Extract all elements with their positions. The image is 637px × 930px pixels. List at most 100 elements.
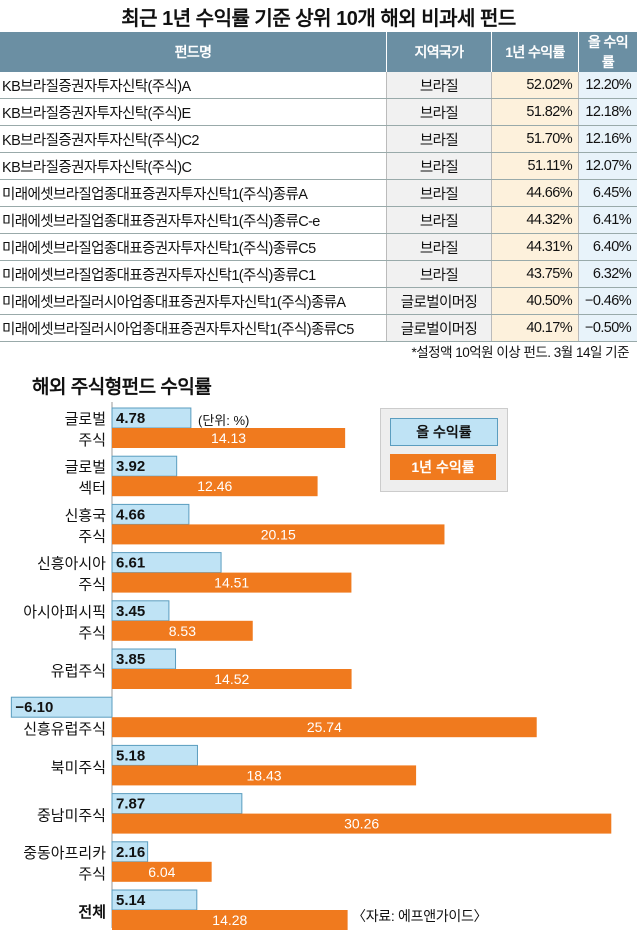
region-cell: 브라질 xyxy=(386,206,492,234)
1y-value-label: 20.15 xyxy=(261,526,296,542)
table-row: 미래에셋브라질업종대표증권자투자신탁1(주식)종류A 브라질 44.66% 6.45% xyxy=(0,179,637,207)
table-row: 미래에셋브라질업종대표증권자투자신탁1(주식)종류C-e 브라질 44.32% 6.4… xyxy=(0,206,637,234)
ytd-return-cell: 6.45% xyxy=(578,179,637,207)
fund-name-cell: KB브라질증권자투자신탁(주식)C xyxy=(0,152,387,180)
ytd-return-cell: 6.40% xyxy=(578,233,637,261)
ytd-bar xyxy=(111,552,222,574)
1y-bar xyxy=(112,476,318,497)
1y-return-cell: 51.82% xyxy=(491,98,579,126)
1y-return-cell: 40.50% xyxy=(491,287,579,315)
ytd-value-label: 7.87 xyxy=(116,796,145,813)
fund-name-cell: 미래에셋브라질러시아업종대표증권자투자신탁1(주식)종류A xyxy=(0,287,387,315)
ytd-value-label: 3.85 xyxy=(116,651,145,668)
category-label: 글로벌 xyxy=(65,459,106,476)
table-row: KB브라질증권자투자신탁(주식)E 브라질 51.82% 12.18% xyxy=(0,98,637,126)
1y-bar xyxy=(112,813,612,834)
table-row: 미래에셋브라질러시아업종대표증권자투자신탁1(주식)종류A 글로벌이머징 40.50… xyxy=(0,287,637,315)
unit-label: (단위: %) xyxy=(198,413,250,428)
1y-value-label: 12.46 xyxy=(197,478,232,494)
ytd-value-label: 5.14 xyxy=(116,892,146,909)
1y-value-label: 18.43 xyxy=(247,767,282,783)
region-cell: 브라질 xyxy=(386,125,492,153)
header-1y-return: 1년 수익률 xyxy=(491,32,579,72)
1y-value-label: 8.53 xyxy=(169,623,196,639)
ytd-value-label: 6.61 xyxy=(116,555,145,572)
category-label: 중동아프리카 xyxy=(23,845,106,862)
1y-value-label: 25.74 xyxy=(307,719,342,735)
bar-chart: 글로벌주식4.7814.13글로벌섹터3.9212.46신흥국주식4.6620.… xyxy=(10,402,612,930)
category-label: 신흥국 xyxy=(65,506,107,524)
region-cell: 브라질 xyxy=(386,233,492,261)
ytd-return-cell: 12.07% xyxy=(578,152,637,180)
1y-bar xyxy=(112,524,445,545)
ytd-return-cell: 6.32% xyxy=(578,260,637,288)
1y-return-cell: 44.32% xyxy=(491,206,579,234)
category-label: 주식 xyxy=(78,432,106,449)
1y-bar xyxy=(112,572,352,593)
ytd-bar xyxy=(10,696,113,718)
ytd-return-cell: 12.16% xyxy=(578,125,637,153)
table-header-row: 펀드명 지역국가 1년 수익률 올 수익률 xyxy=(0,32,637,72)
category-label: 북미주식 xyxy=(51,759,106,776)
source-label: 〈자료: 에프앤가이드〉 xyxy=(352,908,488,924)
category-label: 주식 xyxy=(78,577,106,594)
ytd-value-label: 5.18 xyxy=(116,747,145,764)
legend-item-ytd: 올 수익률 xyxy=(390,418,498,446)
chart-title: 해외 주식형펀드 수익률 xyxy=(32,377,212,398)
table-row: 미래에셋브라질업종대표증권자투자신탁1(주식)종류C1 브라질 43.75% 6.32… xyxy=(0,260,637,288)
category-label: 신흥아시아 xyxy=(37,555,106,573)
region-cell: 브라질 xyxy=(386,260,492,288)
fund-name-cell: KB브라질증권자투자신탁(주식)C2 xyxy=(0,125,387,153)
1y-value-label: 14.28 xyxy=(212,912,247,928)
1y-return-cell: 43.75% xyxy=(491,260,579,288)
1y-return-cell: 52.02% xyxy=(491,72,579,99)
ytd-return-cell: 12.20% xyxy=(578,72,637,99)
table-row: KB브라질증권자투자신탁(주식)C 브라질 51.11% 12.07% xyxy=(0,152,637,180)
region-cell: 브라질 xyxy=(386,72,492,99)
fund-name-cell: KB브라질증권자투자신탁(주식)E xyxy=(0,98,387,126)
1y-bar xyxy=(112,620,253,641)
1y-bar xyxy=(112,765,417,786)
1y-bar xyxy=(112,861,212,882)
ytd-return-cell: −0.50% xyxy=(578,314,637,342)
ytd-value-label: 3.92 xyxy=(116,458,145,475)
table-row: KB브라질증권자투자신탁(주식)C2 브라질 51.70% 12.16% xyxy=(0,125,637,153)
1y-return-cell: 40.17% xyxy=(491,314,579,342)
header-ytd-return: 올 수익률 xyxy=(578,32,637,72)
category-label: 유럽주식 xyxy=(51,663,106,680)
category-label: 중남미주식 xyxy=(37,808,106,825)
1y-return-cell: 51.11% xyxy=(491,152,579,180)
ytd-value-label: 4.66 xyxy=(116,506,145,523)
fund-name-cell: 미래에셋브라질러시아업종대표증권자투자신탁1(주식)종류C5 xyxy=(0,314,387,342)
ytd-value-label: −6.10 xyxy=(15,699,53,716)
category-label: 주식 xyxy=(78,528,106,545)
region-cell: 글로벌이머징 xyxy=(386,287,492,315)
table-title: 최근 1년 수익률 기준 상위 10개 해외 비과세 펀드 xyxy=(121,8,516,30)
region-cell: 브라질 xyxy=(386,179,492,207)
ytd-return-cell: 6.41% xyxy=(578,206,637,234)
category-label: 신흥유럽주식 xyxy=(23,720,106,738)
1y-return-cell: 51.70% xyxy=(491,125,579,153)
table-row: KB브라질증권자투자신탁(주식)A 브라질 52.02% 12.20% xyxy=(0,72,637,99)
category-label: 주식 xyxy=(78,866,106,883)
fund-name-cell: 미래에셋브라질업종대표증권자투자신탁1(주식)종류C1 xyxy=(0,260,387,288)
fund-name-cell: 미래에셋브라질업종대표증권자투자신탁1(주식)종류A xyxy=(0,179,387,207)
ytd-value-label: 3.45 xyxy=(116,603,145,620)
ytd-value-label: 2.16 xyxy=(116,844,145,861)
ytd-value-label: 4.78 xyxy=(116,410,145,427)
chart-legend: 올 수익률 1년 수익률 xyxy=(380,408,508,492)
category-label: 섹터 xyxy=(78,480,106,497)
1y-value-label: 14.51 xyxy=(214,575,249,591)
1y-bar xyxy=(112,717,537,738)
category-label: 아시아퍼시픽 xyxy=(23,604,106,621)
ytd-return-cell: 12.18% xyxy=(578,98,637,126)
ytd-return-cell: −0.46% xyxy=(578,287,637,315)
1y-bar xyxy=(112,669,352,689)
table-note: *설정액 10억원 이상 펀드. 3월 14일 기준 xyxy=(411,345,629,360)
1y-bar xyxy=(112,428,346,448)
region-cell: 글로벌이머징 xyxy=(386,314,492,342)
table-row: 미래에셋브라질러시아업종대표증권자투자신탁1(주식)종류C5 글로벌이머징 40.1… xyxy=(0,314,637,342)
fund-name-cell: 미래에셋브라질업종대표증권자투자신탁1(주식)종류C-e xyxy=(0,206,387,234)
header-fund-name: 펀드명 xyxy=(0,32,387,72)
region-cell: 브라질 xyxy=(386,98,492,126)
